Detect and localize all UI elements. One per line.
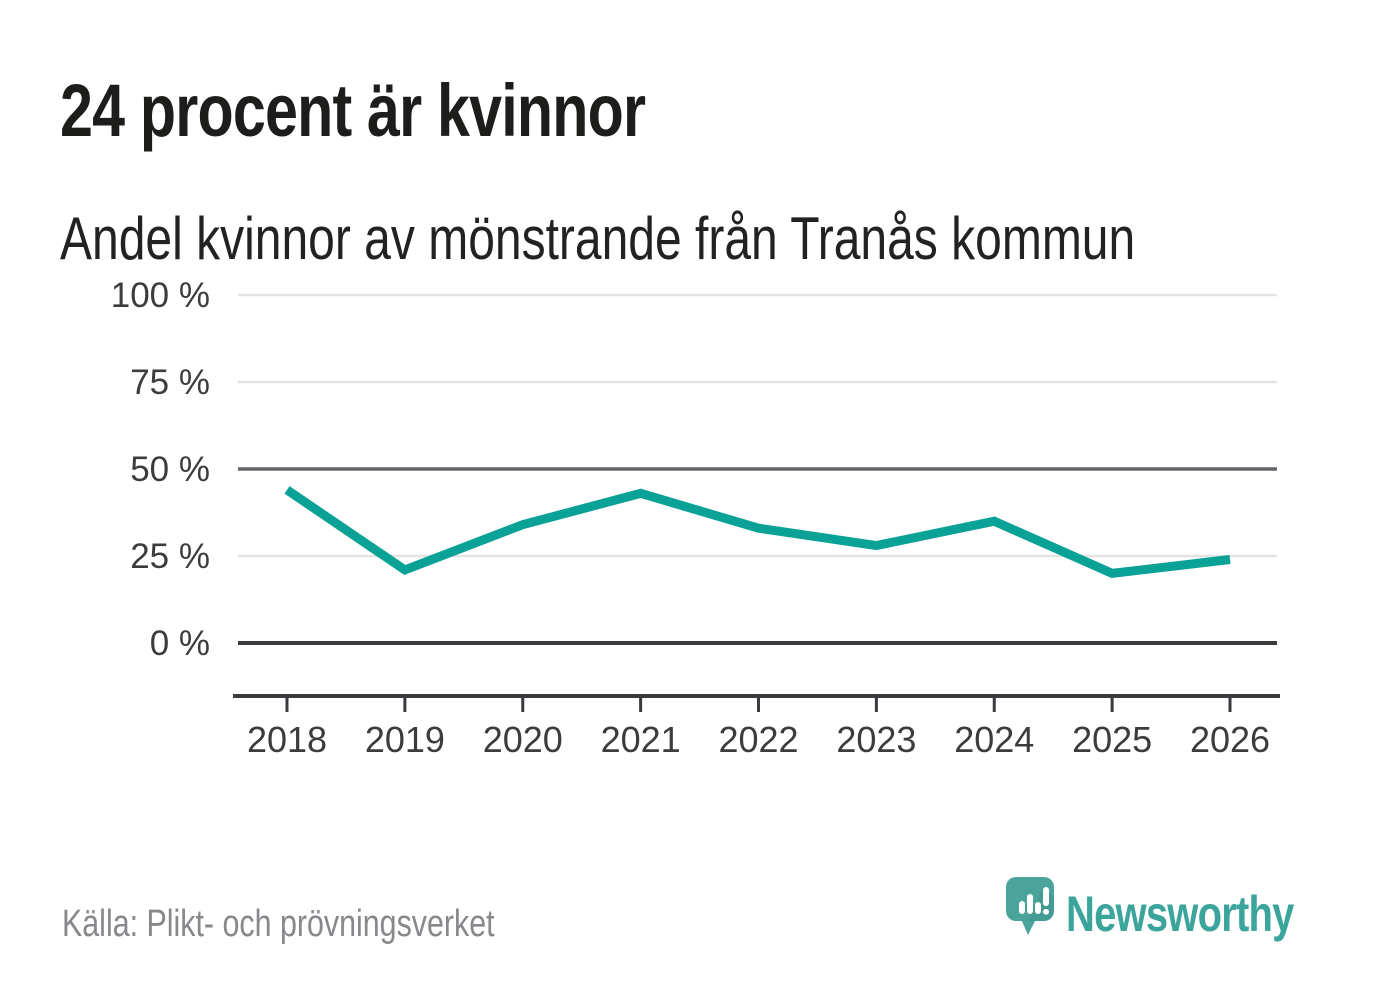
x-tick-label: 2023 (836, 719, 916, 760)
data-line-andel-kvinnor-av-m-nstrande (284, 486, 1231, 579)
x-tick-label: 2018 (247, 719, 327, 760)
y-tick-label: 100 % (111, 276, 210, 315)
brand-name: Newsworthy (1066, 886, 1294, 942)
y-tick-label: 25 % (130, 537, 210, 576)
x-tick-label: 2019 (365, 719, 445, 760)
x-tick-label: 2021 (601, 719, 681, 760)
brand-logo: Newsworthy (1006, 877, 1294, 942)
x-tick-label: 2020 (483, 719, 563, 760)
y-tick-label: 0 % (150, 624, 210, 663)
newsworthy-logo-icon (1006, 877, 1054, 935)
chart-subtitle: Andel kvinnor av mönstrande från Tranås … (60, 205, 1136, 272)
y-tick-label: 75 % (130, 363, 210, 402)
bar-chart-glyph (1019, 887, 1049, 915)
page-title: 24 procent är kvinnor (60, 69, 646, 152)
x-tick-label: 2025 (1072, 719, 1152, 760)
y-tick-label: 50 % (130, 450, 210, 489)
source-note: Källa: Plikt- och prövningsverket (62, 903, 495, 945)
x-tick-label: 2022 (718, 719, 798, 760)
x-tick-label: 2024 (954, 719, 1034, 760)
x-tick-label: 2026 (1190, 719, 1270, 760)
